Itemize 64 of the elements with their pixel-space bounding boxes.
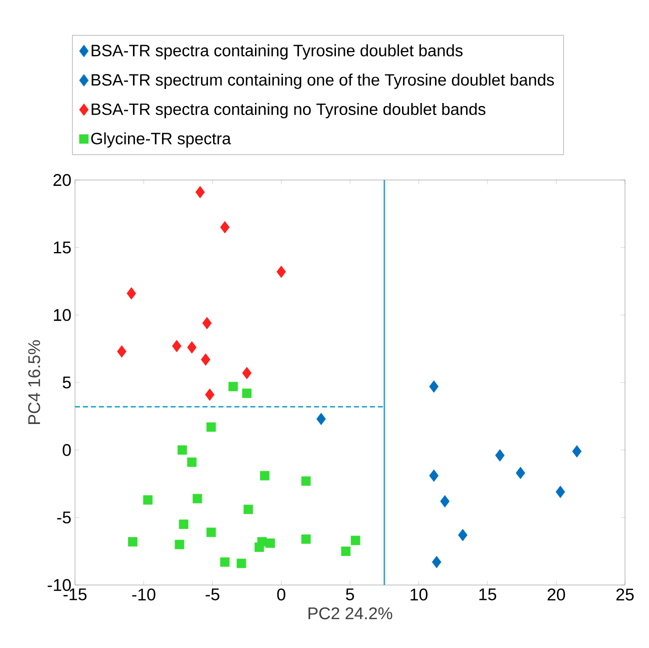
- point: [242, 388, 252, 398]
- legend-label: BSA-TR spectra containing Tyrosine doublet bands: [92, 44, 463, 60]
- y-tick-label: 20: [54, 174, 71, 186]
- point: [172, 340, 182, 352]
- point: [432, 556, 442, 568]
- point: [556, 486, 566, 498]
- point: [206, 528, 216, 538]
- x-tick-label: 10: [410, 588, 428, 601]
- legend-label: BSA-TR spectrum containing one of the Tyrosine doublet bands: [92, 74, 554, 89]
- point: [266, 538, 275, 548]
- x-tick-label: 0: [277, 588, 286, 601]
- x-tick-label: 25: [616, 588, 634, 601]
- point: [220, 221, 230, 234]
- point: [220, 557, 230, 567]
- point: [440, 495, 450, 508]
- point: [126, 287, 136, 300]
- point: [572, 445, 582, 458]
- point: [341, 546, 351, 556]
- point: [350, 536, 360, 546]
- point: [260, 470, 270, 480]
- point: [301, 534, 311, 544]
- legend-label: Glycine-TR spectra: [91, 132, 232, 148]
- point: [192, 494, 202, 504]
- point: [429, 469, 439, 482]
- point: [458, 528, 468, 542]
- point: [187, 341, 197, 354]
- y-tick-label: -5: [57, 512, 71, 524]
- point: [128, 537, 138, 546]
- x-tick-label: -15: [64, 588, 87, 600]
- point: [187, 457, 197, 467]
- point: [174, 540, 184, 550]
- x-tick-label: -5: [206, 588, 220, 600]
- point: [301, 476, 311, 486]
- y-tick-label: 10: [54, 309, 71, 321]
- point: [429, 380, 439, 393]
- y-tick-label: 5: [62, 376, 71, 388]
- point: [228, 382, 238, 392]
- y-axis-title: PC4 16.5%: [28, 340, 40, 424]
- point: [244, 504, 253, 514]
- x-tick-label: 15: [479, 588, 496, 600]
- point: [236, 558, 246, 568]
- point: [276, 266, 286, 278]
- point: [178, 520, 188, 529]
- point: [195, 186, 205, 198]
- y-tick-label: 15: [54, 242, 71, 254]
- x-tick-label: 5: [346, 588, 354, 600]
- point: [516, 466, 526, 480]
- point: [242, 366, 252, 380]
- point: [202, 316, 212, 330]
- point: [178, 445, 187, 455]
- x-tick-label: 20: [548, 588, 566, 601]
- legend-label: BSA-TR spectra containing no Tyrosine doublet bands: [92, 102, 486, 118]
- y-tick-label: -10: [48, 579, 71, 591]
- point: [316, 412, 326, 426]
- x-tick-label: -10: [132, 588, 156, 601]
- point: [143, 495, 153, 505]
- point: [254, 542, 264, 552]
- point: [495, 449, 505, 462]
- y-tick-label: 0: [62, 444, 71, 456]
- point: [117, 345, 126, 358]
- point: [206, 422, 216, 432]
- point: [200, 353, 210, 366]
- point: [205, 388, 214, 401]
- x-axis-title: PC2 24.2%: [308, 607, 392, 620]
